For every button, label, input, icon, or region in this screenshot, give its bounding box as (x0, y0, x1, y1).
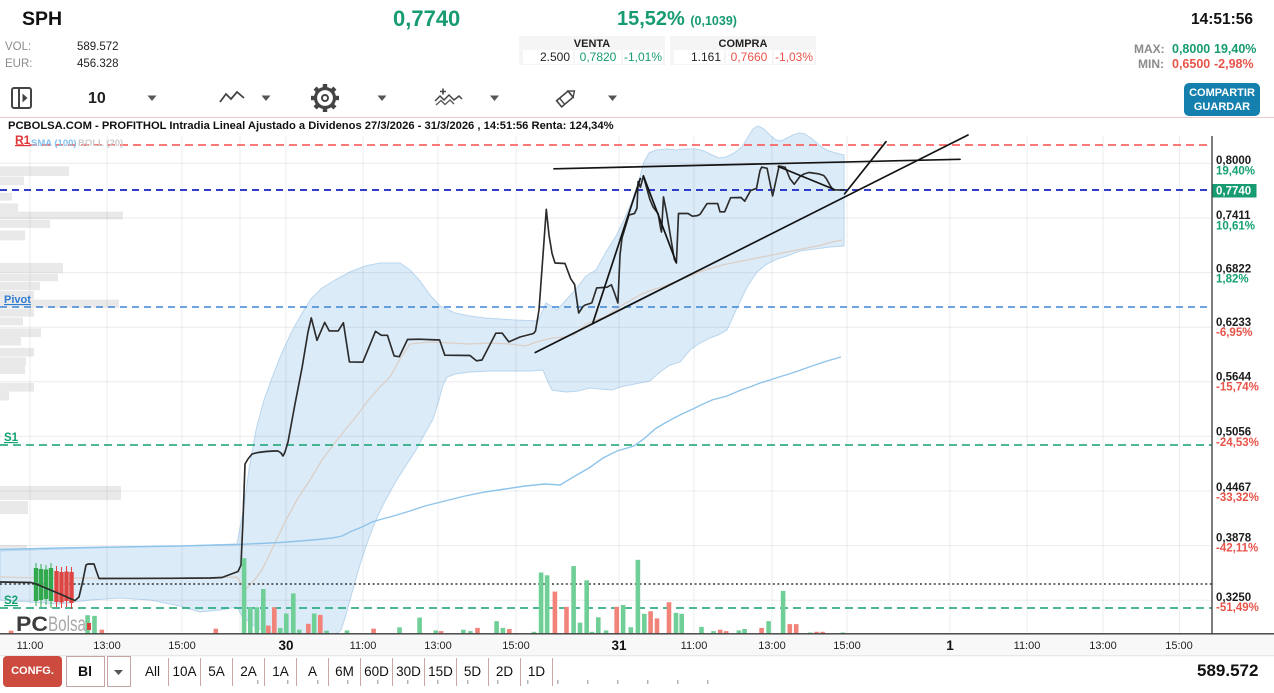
svg-text:0,7740: 0,7740 (1216, 186, 1251, 198)
svg-text:SMA (100): SMA (100) (31, 138, 77, 149)
svg-text:30: 30 (278, 638, 293, 653)
svg-text:0,6233: 0,6233 (1216, 317, 1251, 329)
svg-text:-15,74%: -15,74% (1216, 382, 1259, 394)
svg-text:15:00: 15:00 (1165, 640, 1193, 652)
svg-text:-51,49%: -51,49% (1216, 602, 1259, 614)
svg-text:R1: R1 (15, 133, 31, 147)
svg-text:S1: S1 (4, 432, 19, 444)
svg-text:0,3250: 0,3250 (1216, 592, 1251, 604)
svg-text:1: 1 (946, 638, 954, 653)
svg-text:10,61%: 10,61% (1216, 220, 1255, 232)
svg-text:Bolsa: Bolsa (48, 612, 86, 636)
svg-text:11:00: 11:00 (350, 640, 377, 652)
svg-text:31: 31 (611, 638, 627, 653)
svg-text:0,4467: 0,4467 (1216, 482, 1251, 494)
svg-text:0,3878: 0,3878 (1216, 533, 1252, 545)
svg-text:PC: PC (16, 612, 48, 636)
svg-text:-33,32%: -33,32% (1216, 492, 1259, 504)
svg-text:15:00: 15:00 (502, 640, 530, 652)
svg-text:13:00: 13:00 (1089, 640, 1117, 652)
svg-text:13:00: 13:00 (93, 640, 121, 652)
svg-text:11:00: 11:00 (681, 640, 708, 652)
svg-text:0,6822: 0,6822 (1216, 263, 1251, 275)
svg-text:0,7411: 0,7411 (1216, 210, 1251, 222)
svg-text:-24,53%: -24,53% (1216, 437, 1259, 449)
svg-text:0,5056: 0,5056 (1216, 427, 1251, 439)
svg-text:1,82%: 1,82% (1216, 273, 1249, 285)
svg-text:11:00: 11:00 (17, 640, 44, 652)
svg-text:19,40%: 19,40% (1216, 166, 1255, 178)
svg-text:15:00: 15:00 (168, 640, 196, 652)
svg-text:11:00: 11:00 (1014, 640, 1041, 652)
svg-text:0,5644: 0,5644 (1216, 372, 1252, 384)
svg-text:-6,95%: -6,95% (1216, 327, 1252, 339)
svg-text:15:00: 15:00 (833, 640, 861, 652)
svg-text:13:00: 13:00 (424, 640, 452, 652)
svg-text:S2: S2 (4, 595, 18, 607)
svg-text:13:00: 13:00 (758, 640, 786, 652)
svg-text:10: 10 (88, 90, 106, 107)
svg-text:Pivot: Pivot (4, 294, 31, 306)
svg-text:0,8000: 0,8000 (1216, 155, 1251, 167)
svg-text:BOLL (20): BOLL (20) (78, 138, 123, 149)
svg-text:-42,11%: -42,11% (1216, 543, 1258, 555)
